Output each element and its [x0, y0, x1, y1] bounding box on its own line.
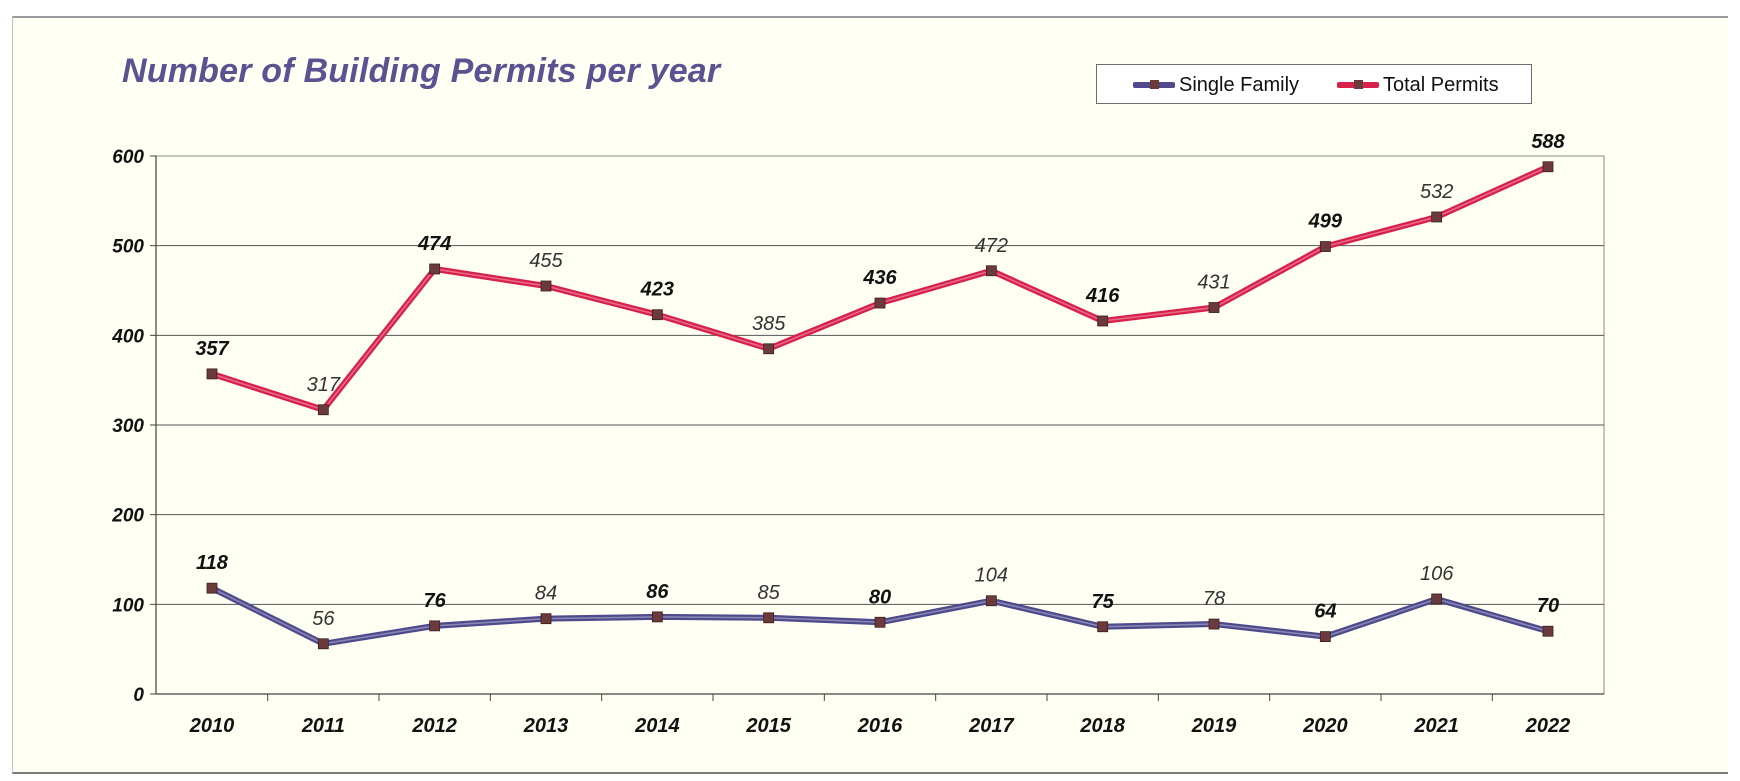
data-point-total-permits — [540, 280, 552, 292]
y-tick-label: 600 — [112, 147, 144, 168]
y-tick-label: 500 — [112, 237, 144, 258]
data-label-total-permits: 455 — [529, 250, 563, 272]
y-tick-label: 400 — [111, 326, 144, 347]
axes: 0 100 200 300 400 500 600 2010 2011 2012 2013 2014 2… — [111, 147, 1604, 737]
x-tick-label: 2020 — [1302, 715, 1348, 737]
y-tick-label: 200 — [111, 506, 144, 527]
x-tick-label: 2019 — [1191, 715, 1237, 737]
data-label-single-family: 84 — [535, 583, 557, 605]
data-label-total-permits: 423 — [640, 279, 674, 301]
data-point-total-permits — [1319, 241, 1331, 252]
data-label-total-permits: 472 — [975, 235, 1008, 257]
data-label-single-family: 106 — [1420, 563, 1454, 585]
data-point-total-permits — [1542, 161, 1554, 173]
data-point-single-family — [429, 620, 441, 632]
x-tick-label: 2022 — [1525, 715, 1571, 737]
data-point-single-family — [651, 611, 663, 623]
data-point-single-family — [206, 582, 218, 594]
data-point-single-family — [540, 613, 552, 625]
legend-label-total-permits: Total Permits — [1383, 73, 1499, 96]
data-label-single-family: 80 — [869, 586, 891, 608]
legend-entry-total-permits: Total Permits — [1337, 65, 1499, 105]
x-tick-label: 2021 — [1413, 715, 1459, 737]
data-label-total-permits: 357 — [195, 338, 229, 360]
data-label-total-permits: 317 — [307, 374, 341, 396]
data-label-total-permits: 532 — [1420, 181, 1453, 203]
x-tick-label: 2017 — [968, 715, 1014, 737]
x-tick-label: 2011 — [301, 715, 345, 737]
data-label-single-family: 78 — [1203, 588, 1225, 610]
data-point-total-permits — [985, 265, 997, 277]
data-point-total-permits — [429, 263, 441, 275]
data-point-single-family — [1431, 593, 1443, 605]
data-point-single-family — [985, 595, 997, 607]
legend-entry-single-family: Single Family — [1133, 65, 1299, 105]
data-point-single-family — [1097, 621, 1109, 633]
x-tick-label: 2014 — [634, 715, 680, 737]
data-label-single-family: 76 — [424, 590, 447, 612]
data-point-single-family — [874, 616, 886, 628]
data-label-single-family: 70 — [1537, 595, 1559, 617]
legend-marker — [1150, 80, 1159, 89]
data-label-single-family: 85 — [758, 582, 781, 604]
legend-marker — [1354, 80, 1363, 89]
x-tick-label: 2013 — [523, 715, 569, 737]
gridlines — [155, 155, 1605, 695]
data-label-total-permits: 385 — [752, 313, 786, 335]
series-lines — [206, 161, 1554, 650]
data-point-total-permits — [651, 309, 663, 321]
data-point-total-permits — [1097, 315, 1109, 327]
x-tick-label: 2018 — [1079, 715, 1125, 737]
data-point-single-family — [1319, 631, 1331, 643]
data-label-total-permits: 499 — [1308, 211, 1343, 233]
y-tick-label: 0 — [133, 685, 144, 706]
data-label-total-permits: 431 — [1197, 272, 1230, 294]
legend-label-single-family: Single Family — [1179, 73, 1300, 96]
data-point-total-permits — [1431, 211, 1443, 223]
data-point-single-family — [763, 612, 775, 624]
y-tick-label: 300 — [112, 416, 144, 437]
data-label-single-family: 104 — [975, 565, 1008, 587]
data-label-single-family: 86 — [646, 581, 669, 603]
data-label-single-family: 75 — [1092, 591, 1115, 613]
data-point-total-permits — [763, 343, 775, 355]
legend-swatch-total-permits — [1337, 80, 1379, 89]
data-point-single-family — [1208, 618, 1220, 630]
data-label-total-permits: 474 — [417, 233, 451, 255]
data-label-total-permits: 588 — [1531, 131, 1565, 153]
data-point-single-family — [1542, 625, 1554, 637]
data-label-single-family: 56 — [312, 608, 335, 630]
x-tick-label: 2016 — [857, 715, 903, 737]
legend-swatch-single-family — [1133, 80, 1175, 89]
data-point-single-family — [317, 638, 329, 650]
data-point-total-permits — [317, 404, 329, 416]
data-point-total-permits — [874, 297, 886, 309]
data-label-total-permits: 416 — [1085, 285, 1120, 307]
data-point-total-permits — [1208, 302, 1220, 313]
data-labels: 118 56 76 84 86 85 80 104 75 78 64 106 70 357 317 474 45… — [195, 131, 1565, 630]
data-label-total-permits: 436 — [862, 267, 897, 289]
y-tick-label: 100 — [112, 595, 144, 616]
data-point-total-permits — [206, 368, 218, 380]
chart-legend: Single Family Total Permits — [1096, 64, 1532, 104]
data-label-single-family: 118 — [196, 552, 229, 574]
x-tick-label: 2012 — [411, 715, 457, 737]
chart-title: Number of Building Permits per year — [122, 52, 721, 90]
x-tick-label: 2010 — [189, 715, 235, 737]
data-label-single-family: 64 — [1314, 601, 1336, 623]
x-tick-label: 2015 — [745, 715, 791, 737]
